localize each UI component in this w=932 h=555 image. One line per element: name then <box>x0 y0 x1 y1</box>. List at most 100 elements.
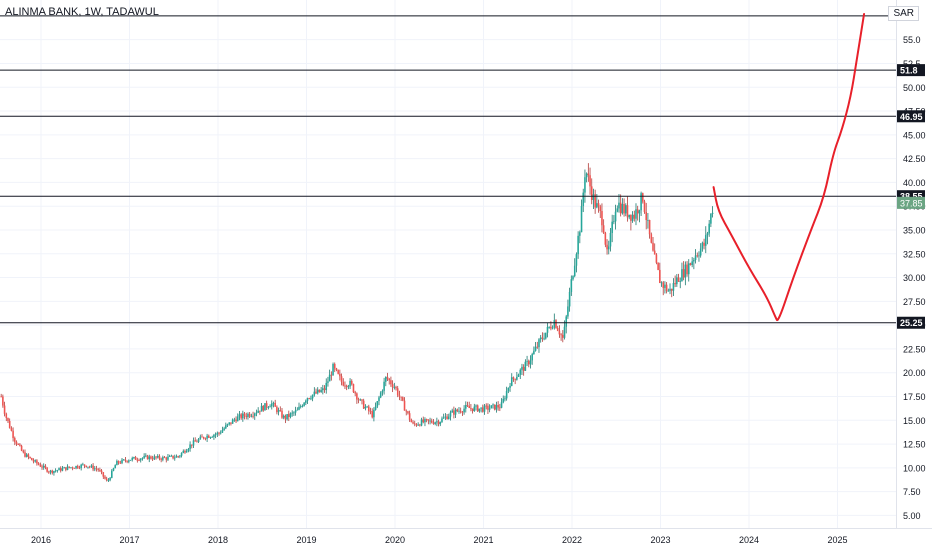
candle-body <box>596 203 598 208</box>
candle-body <box>184 450 186 453</box>
candle-body <box>437 421 440 425</box>
candle-body <box>102 472 105 477</box>
candle-body <box>424 419 426 423</box>
candle-body <box>573 265 576 277</box>
candle-body <box>592 194 595 200</box>
chart-title: ALINMA BANK, 1W, TADAWUL <box>5 6 159 18</box>
candle-body <box>497 404 499 408</box>
candle-body <box>655 254 658 263</box>
candle-body <box>606 244 608 250</box>
candle-body <box>415 424 418 426</box>
candle-body <box>694 255 697 260</box>
candle-body <box>454 409 457 415</box>
candle-body <box>117 460 120 463</box>
candle-body <box>63 467 65 469</box>
candle-body <box>61 468 64 471</box>
candle-body <box>58 468 60 471</box>
candle-body <box>5 413 8 418</box>
candle-body <box>15 441 18 445</box>
candle-body <box>17 444 19 445</box>
candle-body <box>374 406 377 410</box>
candle-body <box>388 378 391 381</box>
candle-body <box>405 410 408 412</box>
candle-body <box>500 402 503 408</box>
candle-body <box>664 284 666 288</box>
candle-body <box>216 432 219 435</box>
candle-body <box>247 413 249 418</box>
candle-body <box>507 387 510 392</box>
candle-body <box>447 416 450 420</box>
candle-body <box>257 410 259 413</box>
candle-body <box>502 398 505 403</box>
candle-body <box>145 455 147 457</box>
candle-body <box>398 395 401 397</box>
candle-body <box>66 466 69 470</box>
candle-body <box>386 376 389 379</box>
candle-body <box>402 397 404 401</box>
candle-body <box>293 412 295 414</box>
candle-body <box>568 291 571 307</box>
candle-body <box>390 380 392 385</box>
candle-body <box>579 232 581 236</box>
candle-body <box>323 388 326 391</box>
candle-body <box>325 382 328 391</box>
candle-body <box>533 350 535 355</box>
candle-body <box>13 438 16 442</box>
candle-body <box>589 175 591 187</box>
price-level-label: 46.95 <box>900 112 923 122</box>
candle-body <box>621 204 624 214</box>
candle-body <box>505 391 508 399</box>
candle-body <box>524 361 527 371</box>
candle-body <box>449 412 452 417</box>
candle-body <box>70 467 72 469</box>
candle-body <box>259 410 261 412</box>
candle-body <box>24 452 26 457</box>
candle-body <box>233 419 236 421</box>
candle-body <box>704 235 707 246</box>
candle-body <box>427 419 430 421</box>
candle-body <box>403 400 406 411</box>
candle-body <box>32 460 35 462</box>
candle-body <box>265 403 268 408</box>
candle-body <box>526 360 528 362</box>
candle-body <box>519 369 522 375</box>
candle-body <box>650 234 653 243</box>
candle-body <box>572 276 574 280</box>
candle-body <box>311 394 314 399</box>
candle-body <box>575 254 578 266</box>
price-axis-tick-label: 27.50 <box>903 297 926 307</box>
candle-body <box>76 465 79 468</box>
candle-body <box>291 412 294 414</box>
candle-body <box>619 202 622 214</box>
candle-body <box>352 384 355 393</box>
candle-body <box>626 205 629 218</box>
time-axis-tick-label: 2016 <box>31 535 51 545</box>
candle-body <box>376 401 379 407</box>
price-axis-tick-label: 15.00 <box>903 416 926 426</box>
candle-body <box>20 445 23 451</box>
candle-body <box>267 407 270 408</box>
candle-body <box>703 242 705 246</box>
candle-body <box>659 269 661 284</box>
candle-body <box>99 469 101 471</box>
candle-body <box>107 480 110 481</box>
currency-label[interactable]: SAR <box>888 6 919 21</box>
candle-body <box>49 470 52 473</box>
candle-body <box>315 391 317 394</box>
candle-body <box>613 221 615 223</box>
candle-body <box>46 467 48 472</box>
time-axis-tick-label: 2025 <box>827 535 847 545</box>
candle-body <box>187 448 190 451</box>
time-axis-tick-label: 2023 <box>650 535 670 545</box>
candle-body <box>492 404 494 406</box>
candle-body <box>119 462 122 464</box>
time-axis-tick-label: 2019 <box>296 535 316 545</box>
candle-body <box>483 405 486 412</box>
candle-body <box>95 468 98 470</box>
candle-body <box>202 437 205 439</box>
candle-body <box>318 389 321 392</box>
candle-body <box>383 381 385 391</box>
candle-body <box>487 405 489 410</box>
